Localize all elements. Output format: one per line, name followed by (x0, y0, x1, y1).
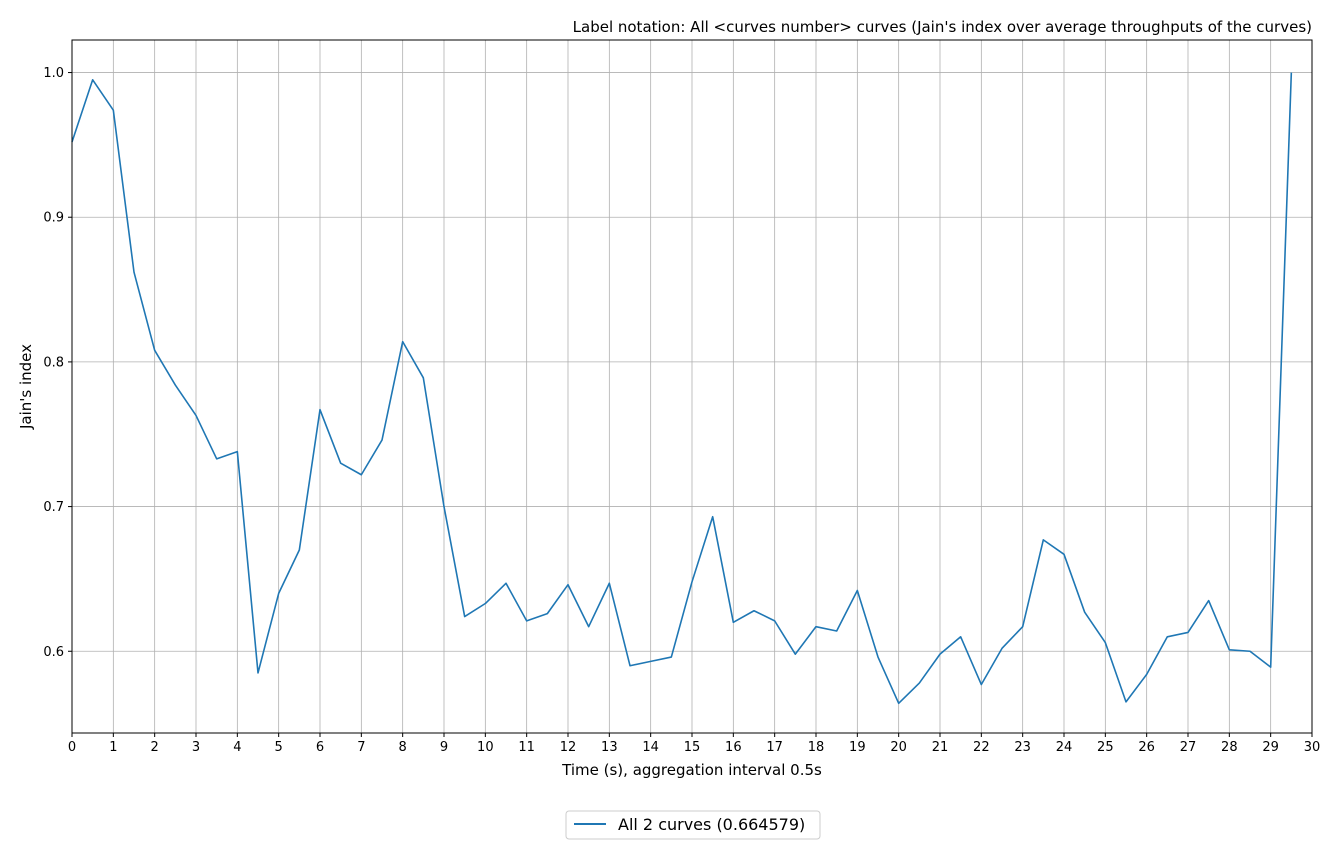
x-tick-label: 17 (766, 740, 783, 755)
y-axis-ticks: 0.6 0.7 0.8 0.9 1.0 (43, 66, 72, 660)
x-tick-label: 11 (518, 740, 535, 755)
x-tick-label: 28 (1221, 740, 1238, 755)
x-tick-label: 4 (233, 740, 241, 755)
x-tick-label: 20 (890, 740, 907, 755)
x-tick-label: 16 (725, 740, 742, 755)
x-tick-label: 22 (973, 740, 990, 755)
x-tick-label: 0 (68, 740, 76, 755)
chart-title: Label notation: All <curves number> curv… (573, 18, 1312, 36)
legend-box (565, 810, 821, 840)
x-tick-label: 27 (1180, 740, 1197, 755)
series-layer (71, 72, 1293, 705)
x-tick-label: 3 (192, 740, 200, 755)
x-axis-label: Time (s), aggregation interval 0.5s (561, 761, 822, 779)
x-tick-label: 5 (275, 740, 283, 755)
legend-entry-label: All 2 curves (0.664579) (618, 815, 805, 834)
x-tick-label: 26 (1138, 740, 1155, 755)
y-tick-label: 0.9 (43, 211, 64, 226)
x-tick-label: 24 (1056, 740, 1073, 755)
x-tick-label: 15 (684, 740, 701, 755)
x-axis-ticks: 0 1 2 3 4 5 6 7 8 9 10 11 12 13 14 15 16 17 18 19 20 21 22 23 24… (68, 733, 1320, 755)
y-tick-label: 0.7 (43, 500, 64, 515)
grid-layer (71, 40, 1313, 733)
legend: All 2 curves (0.664579) (565, 810, 821, 840)
x-tick-label: 29 (1262, 740, 1279, 755)
y-tick-label: 0.6 (43, 645, 64, 660)
series-line (71, 72, 1293, 705)
x-tick-label: 12 (560, 740, 577, 755)
x-tick-label: 30 (1304, 740, 1321, 755)
x-tick-label: 1 (109, 740, 117, 755)
x-tick-label: 19 (849, 740, 866, 755)
x-tick-label: 18 (808, 740, 825, 755)
x-tick-label: 6 (316, 740, 324, 755)
x-tick-label: 2 (151, 740, 159, 755)
y-tick-label: 1.0 (43, 66, 64, 81)
y-tick-label: 0.8 (43, 355, 64, 370)
x-tick-label: 10 (477, 740, 494, 755)
y-axis-label: Jain's index (17, 344, 35, 430)
x-tick-label: 14 (642, 740, 659, 755)
x-tick-label: 21 (932, 740, 949, 755)
x-tick-label: 9 (440, 740, 448, 755)
x-tick-label: 8 (399, 740, 407, 755)
x-tick-label: 13 (601, 740, 618, 755)
x-tick-label: 23 (1014, 740, 1031, 755)
x-tick-label: 7 (357, 740, 365, 755)
x-tick-label: 25 (1097, 740, 1114, 755)
